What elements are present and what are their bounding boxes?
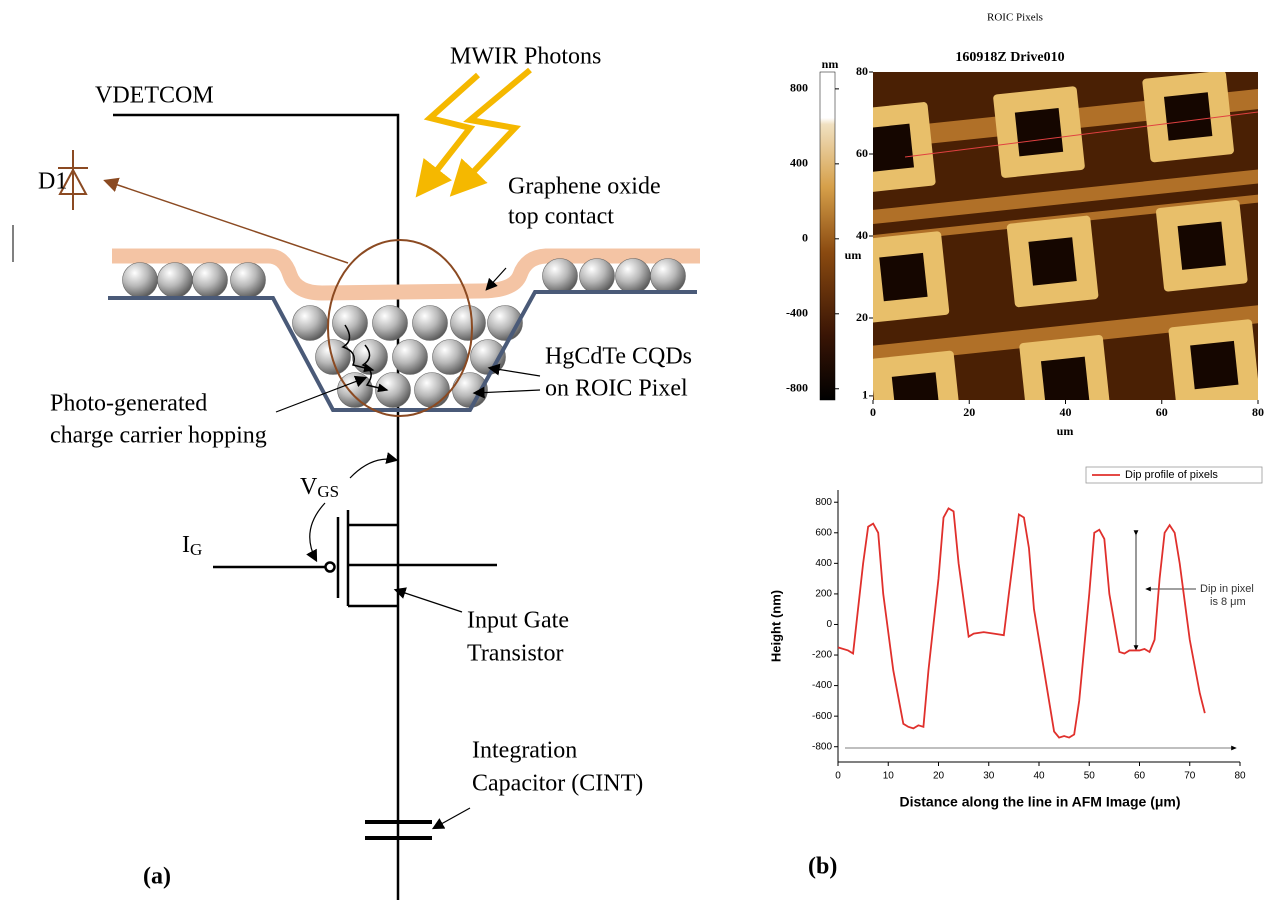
label: Transistor — [467, 641, 563, 667]
x-tick-label: 50 — [1084, 771, 1096, 782]
x-tick-label: 40 — [1033, 771, 1045, 782]
quantum-dot — [616, 259, 651, 294]
afm-pit — [892, 372, 940, 420]
colorbar-tick-label: 0 — [802, 231, 808, 245]
afm-x-label: um — [1057, 424, 1074, 438]
quantum-dot — [373, 306, 408, 341]
afm-texture — [806, 55, 1287, 447]
quantum-dot — [580, 259, 615, 294]
x-tick-label: 80 — [1234, 771, 1246, 782]
afm-y-label: um — [845, 248, 862, 262]
label-sub: GS — [317, 482, 339, 501]
annotation: is 8 μm — [1210, 596, 1246, 608]
quantum-dot — [376, 373, 411, 408]
afm-pit — [1164, 92, 1212, 140]
quantum-dot — [451, 306, 486, 341]
label: Photo-generated — [50, 391, 207, 417]
afm-y-tick-label: 1 — [862, 388, 868, 402]
quantum-dot — [338, 373, 373, 408]
afm-title: 160918Z Drive010 — [955, 50, 1064, 65]
afm-y-tick-label: 40 — [856, 228, 868, 242]
label-sub: G — [190, 540, 202, 559]
y-tick-label: 400 — [815, 558, 832, 569]
label: top contact — [508, 204, 614, 230]
quantum-dot — [123, 263, 158, 298]
panel-label: (b) — [808, 854, 837, 880]
label: VGS — [300, 474, 339, 501]
quantum-dot — [193, 263, 228, 298]
quantum-dot — [393, 340, 428, 375]
label: D1 — [38, 169, 67, 195]
x-tick-label: 60 — [1134, 771, 1146, 782]
colorbar-tick-label: 800 — [790, 81, 808, 95]
y-axis-label: Height (nm) — [768, 590, 783, 662]
label: I — [182, 532, 190, 558]
colorbar-tick-label: 400 — [790, 156, 808, 170]
afm-pit — [879, 253, 927, 301]
label: HgCdTe CQDs — [545, 344, 692, 370]
label: on ROIC Pixel — [545, 376, 688, 402]
colorbar-unit: nm — [822, 57, 839, 71]
data-line — [838, 508, 1205, 737]
colorbar-tick-label: -800 — [786, 381, 808, 395]
afm-x-tick-label: 80 — [1252, 405, 1264, 419]
label: V — [300, 474, 318, 500]
afm-pit — [1041, 357, 1089, 405]
label: MWIR Photons — [450, 44, 601, 70]
afm-y-tick-label: 80 — [856, 64, 868, 78]
y-tick-label: 0 — [826, 619, 832, 630]
y-tick-label: 200 — [815, 589, 832, 600]
afm-x-tick-label: 0 — [870, 405, 876, 419]
x-tick-label: 20 — [933, 771, 945, 782]
afm-y-tick-label: 60 — [856, 146, 868, 160]
quantum-dot — [158, 263, 193, 298]
y-tick-label: -400 — [812, 680, 832, 691]
afm-pit — [1015, 108, 1063, 156]
afm-pit — [1178, 222, 1226, 270]
label: VDETCOM — [95, 83, 214, 109]
label: charge carrier hopping — [50, 423, 267, 449]
afm-x-tick-label: 40 — [1060, 405, 1072, 419]
y-tick-label: 800 — [815, 497, 832, 508]
y-tick-label: -800 — [812, 741, 832, 752]
quantum-dot — [293, 306, 328, 341]
label: Integration — [472, 738, 577, 764]
x-tick-label: 10 — [883, 771, 895, 782]
annotation: Dip in pixel — [1200, 583, 1254, 595]
y-tick-label: -600 — [812, 711, 832, 722]
afm-y-tick-label: 20 — [856, 310, 868, 324]
x-tick-label: 0 — [835, 771, 841, 782]
quantum-dot — [231, 263, 266, 298]
label: Input Gate — [467, 608, 569, 634]
x-tick-label: 70 — [1184, 771, 1196, 782]
y-tick-label: -200 — [812, 650, 832, 661]
afm-pit — [1190, 341, 1238, 389]
header: ROIC Pixels — [987, 12, 1043, 24]
quantum-dot — [543, 259, 578, 294]
photon-bolt — [423, 75, 478, 188]
label: Graphene oxide — [508, 174, 661, 200]
label: Capacitor (CINT) — [472, 771, 643, 797]
circuit — [113, 115, 497, 900]
x-tick-label: 30 — [983, 771, 995, 782]
quantum-dot — [433, 340, 468, 375]
colorbar — [820, 72, 835, 400]
afm-pit — [1028, 237, 1076, 285]
afm-x-tick-label: 60 — [1156, 405, 1168, 419]
quantum-dot — [413, 306, 448, 341]
x-axis-label: Distance along the line in AFM Image (μm… — [899, 794, 1180, 810]
figure: MWIR Photons VDETCOM D1 Graphene oxide t… — [0, 0, 1287, 900]
panel-label: (a) — [143, 864, 171, 890]
afm-image — [806, 55, 1287, 447]
quantum-dot — [651, 259, 686, 294]
label: IG — [182, 532, 202, 559]
legend-label: Dip profile of pixels — [1125, 469, 1218, 481]
colorbar-tick-label: -400 — [786, 306, 808, 320]
afm-pit — [866, 124, 914, 172]
y-tick-label: 600 — [815, 527, 832, 538]
afm-x-tick-label: 20 — [963, 405, 975, 419]
quantum-dot — [415, 373, 450, 408]
